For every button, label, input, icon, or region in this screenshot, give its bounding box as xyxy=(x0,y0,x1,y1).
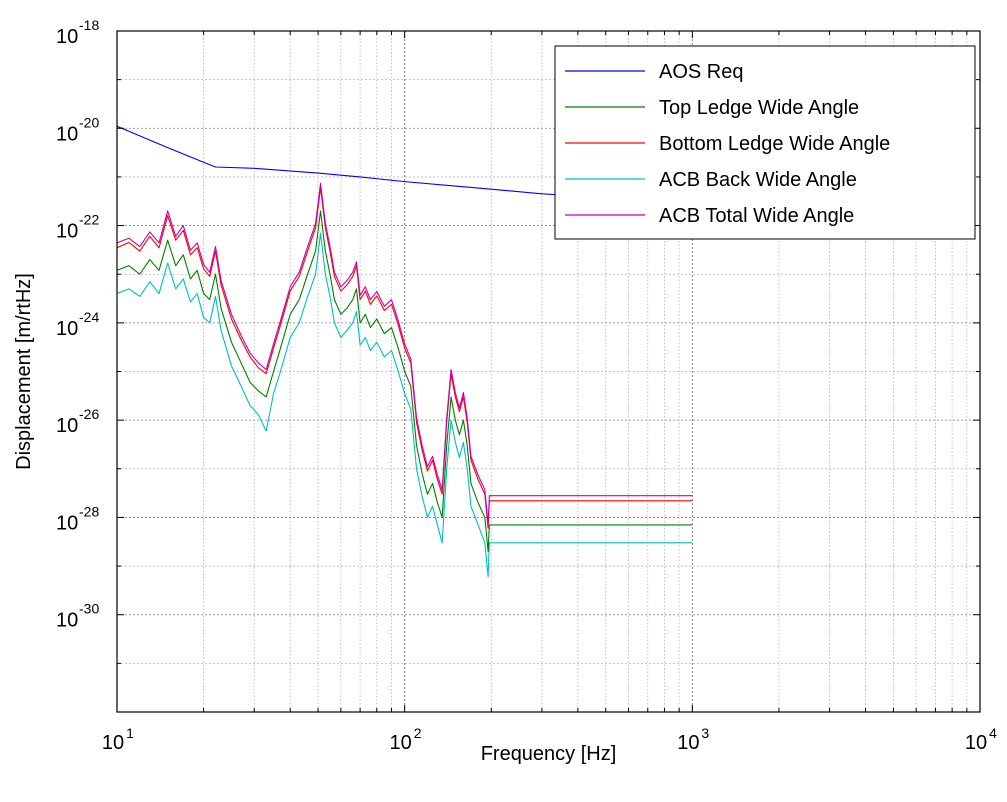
y-tick-exponent: -30 xyxy=(79,601,99,617)
y-tick-label: 10 xyxy=(56,512,78,534)
y-tick-label: 10 xyxy=(56,123,78,145)
y-tick-exponent: -26 xyxy=(79,406,99,422)
x-tick-exponent: 1 xyxy=(126,725,134,741)
y-tick-exponent: -28 xyxy=(79,503,99,519)
tick-marks xyxy=(117,31,980,712)
x-tick-exponent: 3 xyxy=(701,725,709,741)
y-tick-exponent: -20 xyxy=(79,114,99,130)
legend-label: AOS Req xyxy=(659,61,743,83)
x-tick-label: 10 xyxy=(390,732,412,754)
series-line-0 xyxy=(116,125,558,196)
series-line-1 xyxy=(116,210,693,552)
legend-label: ACB Back Wide Angle xyxy=(659,169,857,191)
x-tick-label: 10 xyxy=(102,732,124,754)
x-tick-label: 10 xyxy=(677,732,699,754)
x-tick-exponent: 4 xyxy=(989,725,997,741)
y-tick-label: 10 xyxy=(56,415,78,437)
y-tick-label: 10 xyxy=(56,221,78,243)
legend-label: Top Ledge Wide Angle xyxy=(659,97,859,119)
series-line-2 xyxy=(116,187,693,529)
legend-label: ACB Total Wide Angle xyxy=(659,205,854,227)
y-tick-label: 10 xyxy=(56,318,78,340)
y-tick-label: 10 xyxy=(56,610,78,632)
y-tick-exponent: -24 xyxy=(79,309,99,325)
y-axis-label: Displacement [m/rtHz] xyxy=(13,273,35,470)
legend: AOS Req Top Ledge Wide Angle Bottom Ledge … xyxy=(554,45,976,240)
x-axis-label: Frequency [Hz] xyxy=(481,743,617,765)
series-layer xyxy=(116,125,693,578)
y-tick-label: 10 xyxy=(56,26,78,48)
y-tick-exponent: -18 xyxy=(79,17,99,33)
series-line-4 xyxy=(116,182,693,525)
x-tick-labels: 10 1 10 2 10 3 10 4 xyxy=(102,725,997,754)
x-tick-label: 10 xyxy=(965,732,987,754)
x-tick-exponent: 2 xyxy=(414,725,422,741)
series-line-3 xyxy=(116,232,693,578)
y-tick-exponent: -22 xyxy=(79,212,99,228)
legend-label: Bottom Ledge Wide Angle xyxy=(659,133,890,155)
